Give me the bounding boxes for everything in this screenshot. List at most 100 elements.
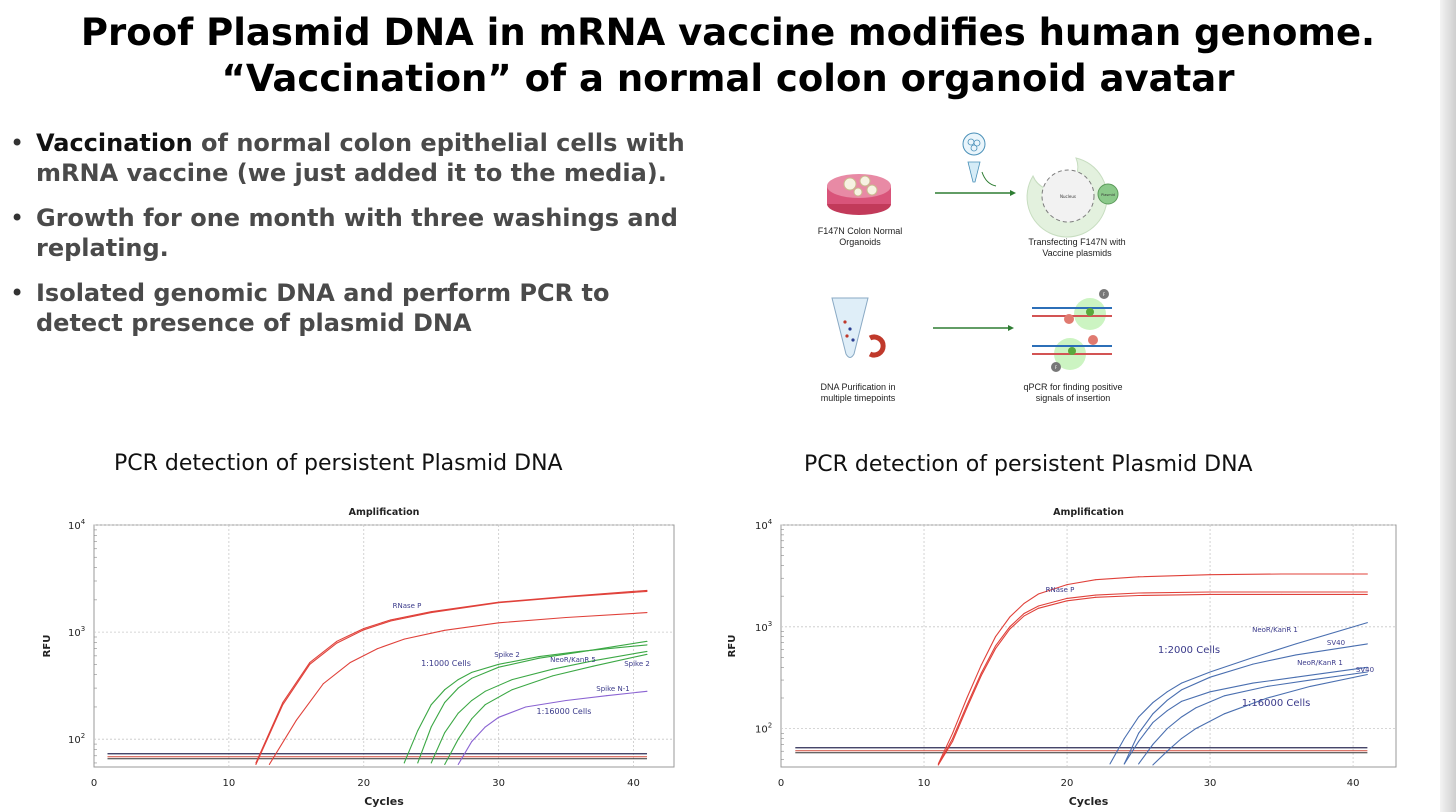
data-point — [376, 648, 378, 650]
series-annotation: SV40 — [1356, 666, 1374, 674]
data-point — [565, 699, 567, 701]
series-annotation: NeoR/KanR 1 — [1297, 659, 1343, 667]
y-tick-exponent: 4 — [81, 518, 86, 526]
y-tick-base: 10 — [68, 521, 81, 532]
data-point — [444, 702, 446, 704]
data-point — [1009, 626, 1011, 628]
data-point — [646, 653, 648, 655]
plasmid-label: Plasmid — [1101, 193, 1115, 197]
data-point — [1138, 763, 1140, 765]
y-tick-base: 10 — [68, 735, 81, 746]
series-annotation: SV40 — [1327, 639, 1345, 647]
nucleus-label: Nucleus — [1060, 194, 1076, 199]
y-tick-base: 10 — [755, 623, 768, 634]
y-tick-label: 104 — [755, 518, 773, 532]
amplification-chart-right: Amplification 0 10 20 30 40 102 103 104 Cycles RFU… — [725, 500, 1405, 812]
data-point — [1209, 593, 1211, 595]
y-tick-base: 10 — [755, 725, 768, 736]
data-point — [1266, 685, 1268, 687]
data-point — [1223, 713, 1225, 715]
data-point — [1281, 573, 1283, 575]
data-point — [1180, 700, 1182, 702]
data-point — [1037, 605, 1039, 607]
data-point — [1095, 579, 1097, 581]
series-line — [444, 653, 648, 765]
series-line — [937, 591, 1368, 766]
data-point — [1209, 671, 1211, 673]
data-point — [1166, 691, 1168, 693]
x-tick-label: 20 — [1061, 778, 1074, 789]
data-point — [980, 664, 982, 666]
data-point — [457, 679, 459, 681]
y-tick-exponent: 2 — [81, 732, 85, 740]
data-point — [403, 762, 405, 764]
data-point — [565, 596, 567, 598]
y-tick-label: 103 — [68, 625, 85, 639]
data-point — [390, 619, 392, 621]
data-point — [282, 704, 284, 706]
window-edge — [1440, 0, 1456, 812]
data-point — [646, 690, 648, 692]
data-point — [1366, 593, 1368, 595]
data-point — [1180, 716, 1182, 718]
series-line — [403, 644, 648, 764]
data-point — [1138, 576, 1140, 578]
data-point — [498, 666, 500, 668]
data-point — [606, 695, 608, 697]
data-point — [1166, 710, 1168, 712]
data-point — [484, 690, 486, 692]
x-tick-label: 30 — [1204, 778, 1217, 789]
bullet-text: Isolated genomic DNA and perform PCR to … — [36, 279, 610, 337]
data-point — [646, 650, 648, 652]
y-tick-label: 103 — [755, 620, 772, 634]
series-annotation: 1:1000 Cells — [421, 659, 471, 668]
data-point — [1209, 691, 1211, 693]
data-point — [646, 589, 648, 591]
amplification-chart-left: Amplification 0 10 20 30 40 102 103 104 Cycles RFU… — [40, 500, 690, 812]
data-point — [1195, 707, 1197, 709]
series-line — [937, 593, 1368, 766]
data-point — [1095, 596, 1097, 598]
data-point — [457, 764, 459, 766]
panel-title-left: PCR detection of persistent Plasmid DNA — [114, 451, 563, 476]
data-point — [457, 687, 459, 689]
data-point — [390, 620, 392, 622]
purification-tube-icon — [831, 297, 886, 358]
y-tick-exponent: 3 — [768, 620, 772, 628]
data-point — [1066, 600, 1068, 602]
data-point — [995, 645, 997, 647]
data-point — [498, 622, 500, 624]
data-point — [309, 662, 311, 664]
data-point — [430, 762, 432, 764]
schematic-graphics: Nucleus Plasmid F F — [827, 132, 1119, 372]
data-point — [966, 704, 968, 706]
data-point — [363, 629, 365, 631]
data-point — [1152, 764, 1154, 766]
data-point — [484, 704, 486, 706]
bullet-item: • Isolated genomic DNA and perform PCR to… — [8, 278, 698, 338]
data-point — [1209, 574, 1211, 576]
data-point — [1152, 721, 1154, 723]
series-annotation: NeoR/KanR 1 — [1252, 626, 1298, 634]
data-point — [1309, 679, 1311, 681]
data-point — [349, 662, 351, 664]
data-point — [255, 764, 257, 766]
data-point — [1138, 732, 1140, 734]
data-point — [538, 657, 540, 659]
data-point — [1138, 592, 1140, 594]
data-point — [952, 740, 954, 742]
panel-title-right: PCR detection of persistent Plasmid DNA — [804, 452, 1253, 477]
data-point — [1109, 763, 1111, 765]
data-point — [1295, 654, 1297, 656]
series-annotation: 1:16000 Cells — [537, 707, 592, 716]
data-point — [471, 741, 473, 743]
data-point — [1366, 622, 1368, 624]
series-line — [268, 612, 648, 765]
data-point — [552, 668, 554, 670]
x-axis-label: Cycles — [364, 795, 404, 808]
step-3-caption: DNA Purification in multiple timepoints — [820, 382, 896, 403]
data-point — [444, 764, 446, 766]
data-point — [511, 689, 513, 691]
y-tick-exponent: 2 — [768, 722, 772, 730]
